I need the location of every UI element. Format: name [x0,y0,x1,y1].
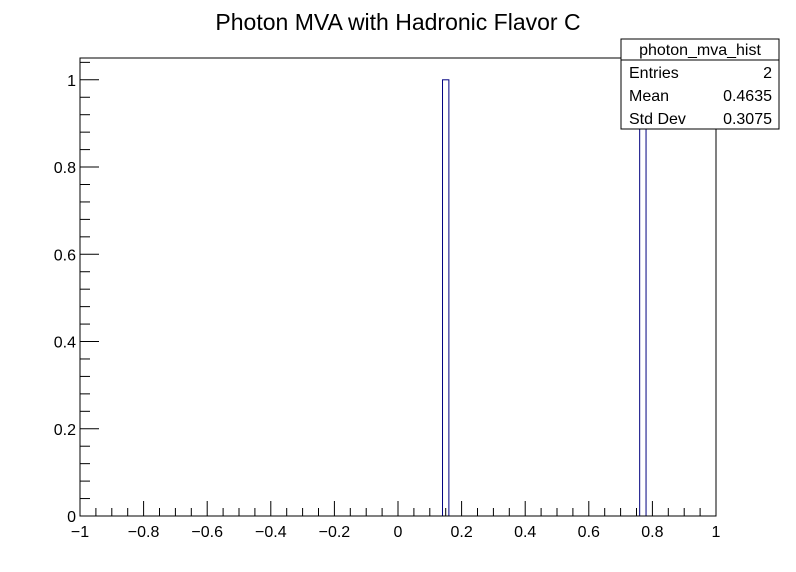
x-tick-label: −1 [71,524,89,541]
x-tick-label: 1 [712,524,721,541]
axis-tick-labels: −1 −0.8 −0.6 −0.4 −0.2 0 0.2 0.4 0.6 0.8 1 0 0.2 0.4 0… [54,73,721,541]
y-tick-label: 0.6 [54,247,76,264]
x-tick-label: 0.8 [641,524,663,541]
stats-box-border [620,38,780,130]
y-tick-label: 0.4 [54,335,76,352]
y-tick-label: 0.8 [54,160,76,177]
x-tick-label: 0 [394,524,403,541]
x-tick-label: −0.4 [255,524,287,541]
plot-frame [79,57,717,517]
stats-stddev-label: Std Dev [629,111,686,128]
x-tick-label: −0.8 [128,524,160,541]
histogram-bar-0 [442,79,450,517]
x-tick-label: −0.2 [319,524,351,541]
stats-mean-label: Mean [629,88,669,105]
chart-title: Photon MVA with Hadronic Flavor C [215,9,580,35]
stats-mean-value: 0.4635 [723,88,772,105]
histogram-bars [442,79,647,517]
stats-stddev-value: 0.3075 [723,111,772,128]
stats-box-name: photon_mva_hist [639,42,761,59]
stats-entries-label: Entries [629,65,679,82]
x-tick-label: 0.2 [450,524,472,541]
histogram-bar-1 [639,79,647,517]
stats-entries-value: 2 [763,65,772,82]
x-tick-label: 0.4 [514,524,536,541]
y-tick-label: 1 [67,73,76,90]
stats-box: photon_mva_hist Entries 2 Mean 0.4635 St… [620,38,780,130]
axis-ticks [79,61,717,517]
x-tick-label: −0.6 [191,524,223,541]
x-tick-label: 0.6 [578,524,600,541]
y-tick-label: 0 [67,509,76,526]
y-tick-label: 0.2 [54,422,76,439]
